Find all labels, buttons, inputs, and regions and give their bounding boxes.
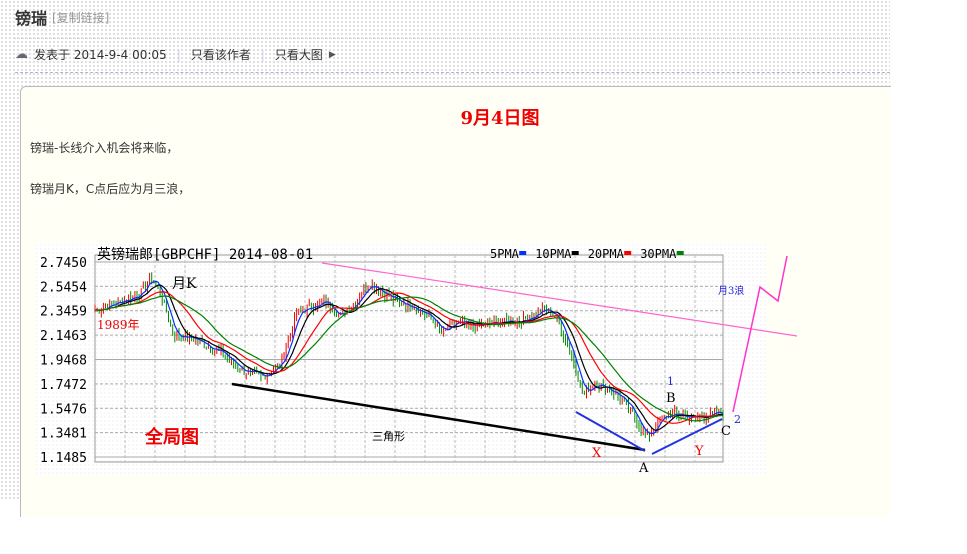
legend-label: 30PMA xyxy=(640,247,677,261)
paragraph: 镑瑞月K，C点后应为月三浪， xyxy=(30,182,191,196)
y-tick-label: 2.5454 xyxy=(40,280,87,295)
label-overview: 全局图 xyxy=(144,426,199,448)
big-image-link[interactable]: 只看大图 xyxy=(274,48,323,62)
ma-line-20pma xyxy=(94,291,723,424)
wave-y-line xyxy=(651,418,723,455)
wave-x-line xyxy=(575,411,646,452)
legend-label: 10PMA xyxy=(535,247,572,261)
chart-title: 英镑瑞郎[GBPCHF] 2014-08-01 xyxy=(97,246,313,263)
thread-title: 镑瑞 xyxy=(15,9,48,28)
ma-line-30pma xyxy=(94,295,724,422)
moving-averages xyxy=(94,280,724,435)
y-tick-label: 1.5476 xyxy=(40,402,87,417)
label-wave1: 1 xyxy=(667,375,674,388)
legend-swatch xyxy=(676,251,684,255)
post-time: 发表于 2014-9-4 00:05 xyxy=(34,48,167,62)
label-x: X xyxy=(592,446,602,461)
paragraph: 镑瑞-长线介入机会将来临， xyxy=(30,141,179,155)
label-month-k: 月K xyxy=(172,276,197,292)
y-tick-label: 2.7450 xyxy=(40,256,87,271)
y-tick-label: 1.7472 xyxy=(40,378,87,393)
label-a: A xyxy=(638,461,649,476)
projected-wave3-line xyxy=(732,255,788,413)
y-axis-ticks: 2.7450 2.5454 2.3459 2.1463 1.9468 1.7472 1.54… xyxy=(40,256,87,466)
y-tick-label: 2.3459 xyxy=(40,305,87,320)
legend-swatch xyxy=(571,251,579,255)
resistance-trendline xyxy=(321,262,798,337)
ma-line-10pma xyxy=(94,284,724,432)
label-triangle: 三角形 xyxy=(372,430,405,443)
legend-label: 20PMA xyxy=(588,247,625,261)
label-c: C xyxy=(721,424,731,439)
label-1989: 1989年 xyxy=(97,318,140,332)
legend-swatch xyxy=(624,251,632,255)
support-trendline xyxy=(231,382,646,452)
author-only-link[interactable]: 只看该作者 xyxy=(190,48,251,62)
y-tick-label: 1.9468 xyxy=(40,353,87,368)
ma-line-5pma xyxy=(94,280,724,435)
post-heading: 9月4日图 xyxy=(460,108,540,129)
triangle-right-icon[interactable]: ▶ xyxy=(328,49,336,60)
dashed-divider xyxy=(15,72,890,73)
label-b: B xyxy=(666,391,676,406)
copy-link[interactable]: [复制链接] xyxy=(52,11,110,25)
label-y: Y xyxy=(694,444,704,459)
user-online-icon: ☁ xyxy=(15,47,28,62)
y-tick-label: 1.1485 xyxy=(40,451,87,466)
post-meta: ☁ 发表于 2014-9-4 00:05 | 只看该作者 | 只看大图 ▶ xyxy=(15,47,336,62)
label-wave2: 2 xyxy=(734,413,741,426)
legend-label: 5PMA xyxy=(490,247,520,261)
legend-swatch xyxy=(519,251,527,255)
plot-frame xyxy=(94,254,724,463)
divider xyxy=(15,38,890,39)
y-tick-label: 1.3481 xyxy=(40,427,87,442)
label-wave3: 月3浪 xyxy=(718,284,744,297)
y-tick-label: 2.1463 xyxy=(40,329,87,344)
legend: 5PMA 10PMA 20PMA 30PMA xyxy=(490,247,684,261)
